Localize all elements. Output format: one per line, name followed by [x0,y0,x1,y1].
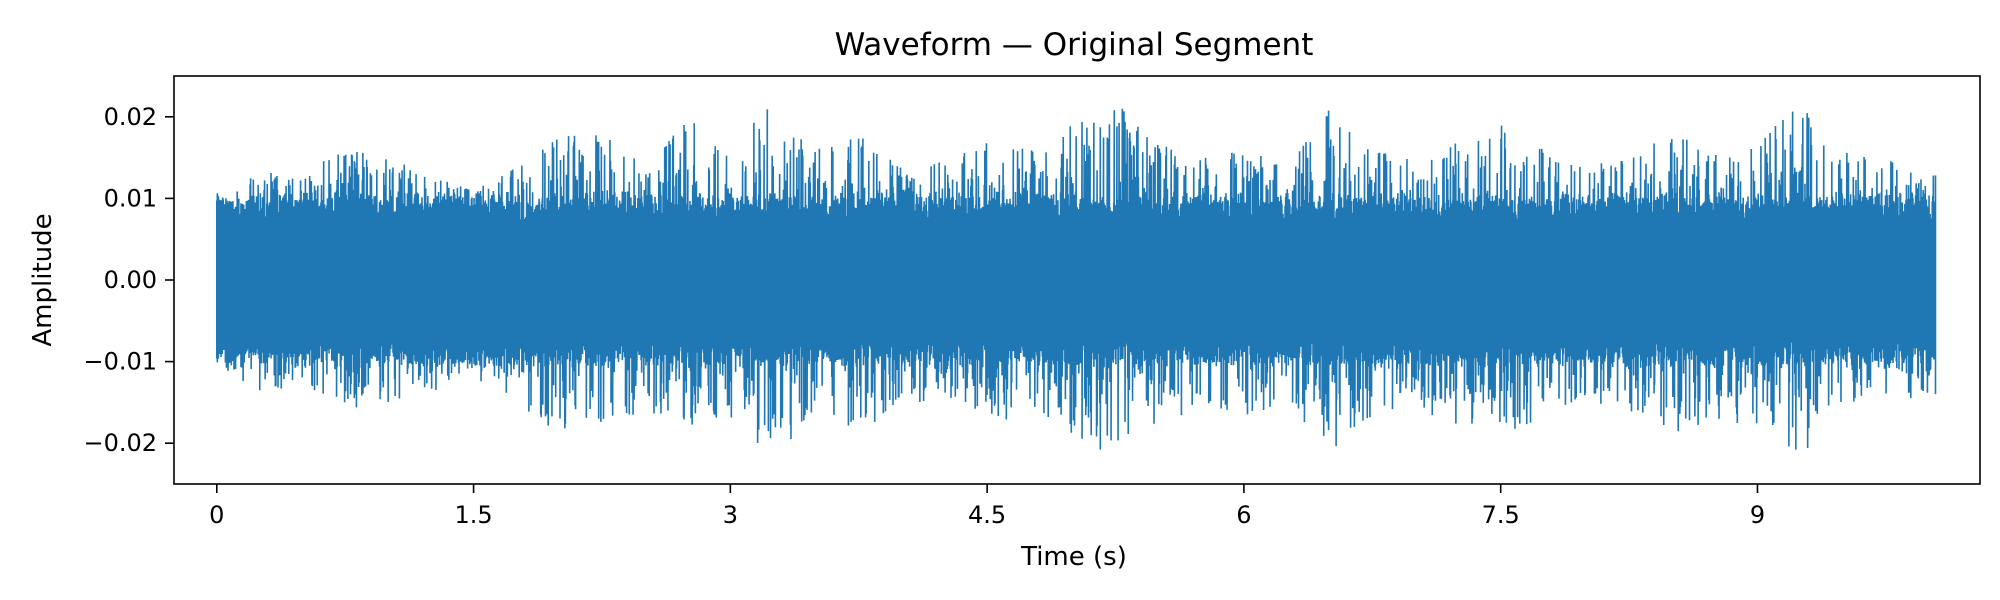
x-axis: 0 1.5 3 4.5 6 7.5 9 [209,484,1765,529]
chart-title: Waveform — Original Segment [835,27,1314,63]
x-tick-label: 0 [209,501,224,529]
x-tick-label: 4.5 [968,501,1006,529]
x-tick-label: 7.5 [1482,501,1520,529]
y-tick-label: −0.01 [83,348,157,376]
x-tick-label: 9 [1750,501,1765,529]
waveform-series-line [216,108,1937,450]
y-tick-label: 0.01 [104,184,157,212]
y-tick-label: −0.02 [83,429,157,457]
x-tick-label: 6 [1236,501,1251,529]
x-axis-label: Time (s) [1020,542,1127,572]
plot-area [216,108,1937,450]
x-tick-label: 3 [723,501,738,529]
y-tick-label: 0.02 [104,103,157,131]
y-tick-label: 0.00 [104,266,157,294]
x-tick-label: 1.5 [454,501,492,529]
y-axis: 0.02 0.01 0.00 −0.01 −0.02 [83,103,174,457]
y-axis-label: Amplitude [28,213,58,346]
